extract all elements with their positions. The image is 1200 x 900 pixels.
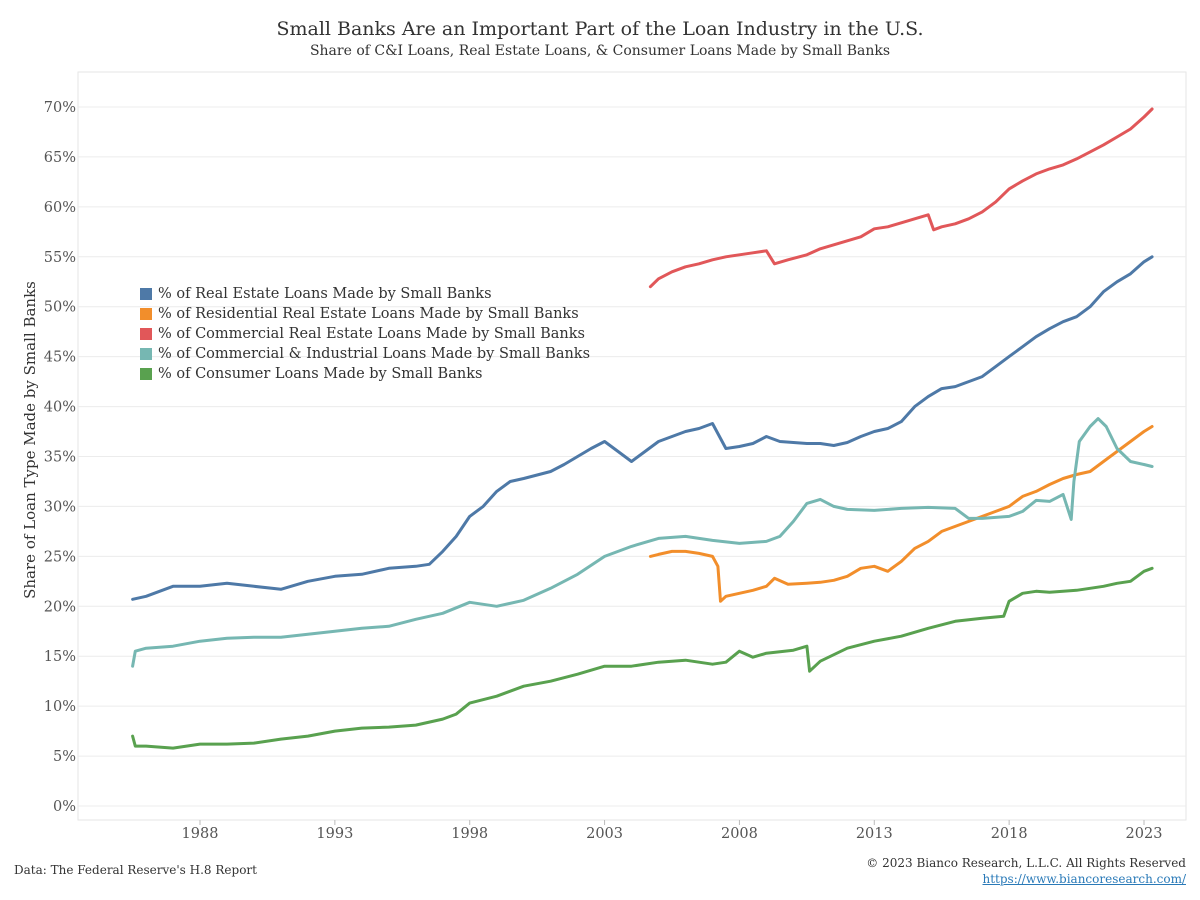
series-line-5 [131,566,1154,750]
x-tick-label: 1988 [182,826,219,842]
legend-swatch [140,328,152,340]
series-line-1 [131,255,1154,601]
legend: % of Real Estate Loans Made by Small Ban… [140,284,590,384]
copyright-block: © 2023 Bianco Research, L.L.C. All Right… [866,855,1186,887]
legend-swatch [140,348,152,360]
series-line-4 [131,417,1154,668]
website-link[interactable]: https://www.biancoresearch.com/ [982,872,1186,886]
series-line-3 [648,107,1154,289]
y-axis-ticks: 0% 5% 10% 15% 20% 25% 30% 35% 40% 45% 50% 55% 60% 65%… [44,100,76,815]
x-tick-label: 2018 [991,826,1028,842]
legend-label: % of Residential Real Estate Loans Made … [158,306,579,322]
legend-label: % of Consumer Loans Made by Small Banks [158,366,483,382]
legend-swatch [140,308,152,320]
x-tick-label: 2008 [721,826,758,842]
copyright-text: © 2023 Bianco Research, L.L.C. All Right… [866,856,1186,870]
x-tick-label: 2003 [586,826,623,842]
legend-label: % of Real Estate Loans Made by Small Ban… [158,286,492,302]
y-tick-label: 25% [44,549,76,565]
chart-subtitle: Share of C&I Loans, Real Estate Loans, &… [309,43,891,59]
legend-item-4: % of Commercial & Industrial Loans Made … [140,344,590,364]
legend-label: % of Commercial & Industrial Loans Made … [158,346,591,362]
legend-item-5: % of Consumer Loans Made by Small Banks [140,364,590,384]
x-tick-label: 1998 [451,826,488,842]
y-tick-label: 0% [53,799,76,815]
x-tick-label: 2013 [856,826,893,842]
grid-lines [77,71,1187,821]
legend-item-2: % of Residential Real Estate Loans Made … [140,304,590,324]
chart-title: Small Banks Are an Important Part of the… [276,18,924,40]
series-line-2 [648,425,1154,603]
y-tick-label: 20% [44,599,76,615]
legend-item-3: % of Commercial Real Estate Loans Made b… [140,324,590,344]
x-tick-label: 1993 [316,826,353,842]
y-tick-label: 40% [44,400,76,416]
legend-swatch [140,288,152,300]
x-axis-ticks: 1988 1993 1998 2003 2008 2013 2018 2023 [182,820,1163,842]
y-tick-label: 70% [44,100,76,116]
y-tick-label: 65% [44,150,76,166]
data-source-note: Data: The Federal Reserve's H.8 Report [14,863,257,877]
y-tick-label: 55% [44,250,76,266]
y-tick-label: 10% [44,699,76,715]
y-tick-label: 15% [44,649,76,665]
legend-item-1: % of Real Estate Loans Made by Small Ban… [140,284,590,304]
y-tick-label: 35% [44,450,76,466]
x-tick-label: 2023 [1126,826,1163,842]
y-tick-label: 30% [44,499,76,515]
y-tick-label: 5% [53,749,76,765]
legend-label: % of Commercial Real Estate Loans Made b… [158,326,585,342]
y-tick-label: 60% [44,200,76,216]
y-axis-label: Share of Loan Type Made by Small Banks [21,281,39,599]
plot-frame [77,71,1187,821]
y-tick-label: 45% [44,350,76,366]
legend-swatch [140,368,152,380]
y-tick-label: 50% [44,300,76,316]
series-group [131,107,1154,750]
